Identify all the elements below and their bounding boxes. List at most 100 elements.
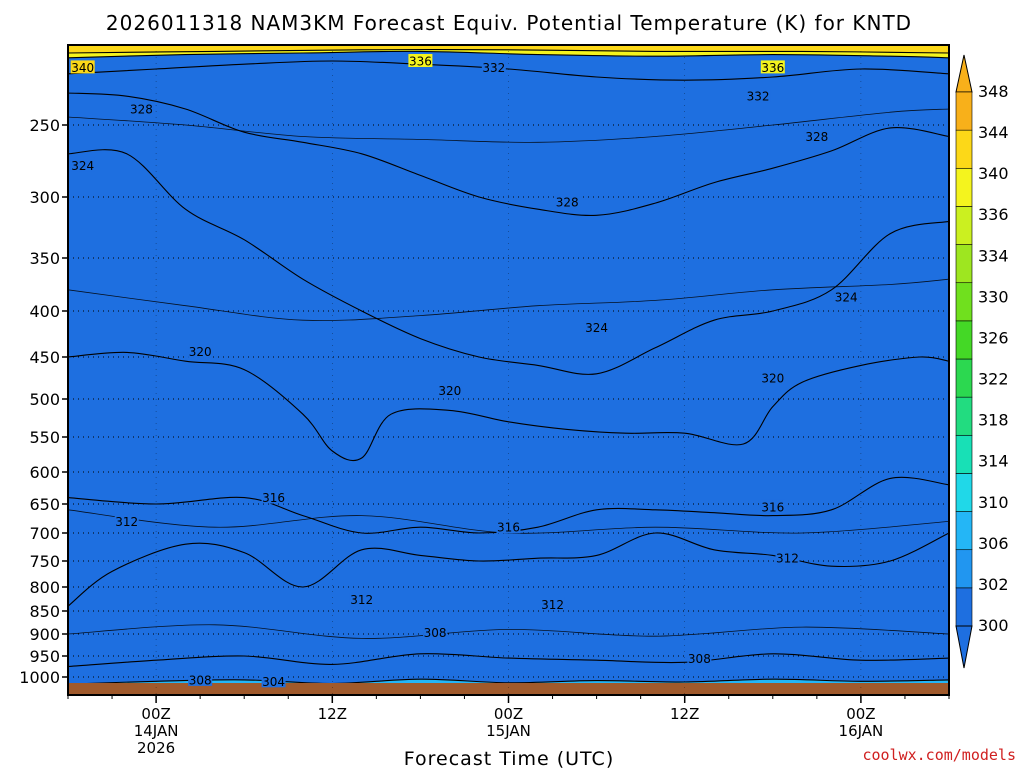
colorbar-swatch [955,129,973,169]
contour-label: 312 [541,598,564,612]
colorbar-swatch [955,244,973,284]
contour-328 [68,92,949,217]
contour-label: 308 [688,652,711,666]
colorbar-swatch [955,358,973,398]
y-tick-label: 800 [29,578,60,597]
contour-label: 324 [71,159,94,173]
contour-label-bg [584,320,609,334]
colorbar-swatch [955,549,973,589]
contour-label: 320 [438,384,461,398]
contour-308 [68,653,949,668]
contour-label: 312 [776,552,799,566]
contour-320 [68,351,949,462]
colorbar-swatch [955,320,973,360]
contour-label: 316 [497,521,520,535]
contour-340 [68,49,949,54]
y-tick-label: 250 [29,116,60,135]
contour-label-bg [261,674,286,688]
contour-label: 324 [585,321,608,335]
contour-extra-2 [68,278,949,322]
contour-label: 320 [761,372,784,386]
contour-label-bg [437,383,462,397]
colorbar-label: 306 [978,534,1009,553]
y-tick-label: 650 [29,495,60,514]
contour-label-bg [746,89,771,103]
x-tick-label: 15JAN [486,722,531,740]
contour-label-bg [687,651,712,665]
colorbar-swatch [955,396,973,436]
y-tick-label: 900 [29,625,60,644]
contour-label: 308 [424,626,447,640]
colorbar-swatch [955,434,973,474]
contour-label-bg [188,672,213,686]
colorbar-label: 300 [978,616,1009,635]
contour-label-bg [481,60,506,74]
colorbar-label: 310 [978,493,1009,512]
y-tick-label: 300 [29,188,60,207]
contour-312 [68,532,949,607]
contour-extra-3 [68,108,949,143]
contour-label-bg [70,158,95,172]
x-tick-label: 14JAN [134,722,179,740]
contour-label: 332 [747,90,770,104]
x-tick-label: 2026 [137,739,175,757]
colorbar-label: 318 [978,411,1009,430]
contour-label: 316 [761,500,784,514]
y-tick-label: 600 [29,463,60,482]
y-tick-label: 550 [29,428,60,447]
colorbar-swatch [955,206,973,245]
x-axis-label: Forecast Time (UTC) [404,748,614,768]
x-tick-label: 16JAN [839,722,884,740]
contour-label-bg [775,551,800,565]
colorbar-label: 344 [978,123,1009,142]
contour-label-bg [834,290,859,304]
contour-label: 324 [835,291,858,305]
chart-title: 2026011318 NAM3KM Forecast Equiv. Potent… [106,11,912,35]
y-tick-label: 450 [29,348,60,367]
contour-label: 304 [262,675,285,689]
colorbar-top-arrow [955,54,973,93]
contour-304 [68,678,949,685]
colorbar-swatch [955,511,973,551]
colorbar-label: 326 [978,328,1009,347]
colorbar-swatch [955,91,973,131]
colorbar-swatch [955,473,973,512]
contour-label: 312 [350,593,373,607]
contour-label-bg [760,60,785,74]
colorbar-swatch [955,587,973,627]
colorbar-label: 322 [978,370,1009,389]
y-tick-label: 950 [29,647,60,666]
colorbar-label: 336 [978,205,1009,224]
contour-label: 308 [189,673,212,687]
contour-label-bg [70,60,95,74]
contour-label-bg [349,592,374,606]
colorbar-label: 330 [978,287,1009,306]
contour-label-bg [804,129,829,143]
contour-label-bg [261,490,286,504]
x-tick-label: 12Z [670,705,699,723]
y-tick-label: 750 [29,552,60,571]
x-tick-label: 00Z [141,705,170,723]
colorbar: 300 302 306 310 314 318 322 326 330 334 336 340 344 3… [955,54,1009,669]
contour-label: 328 [556,195,579,209]
colorbar-label: 334 [978,246,1009,265]
contour-lines [68,49,949,685]
contour-label-bg [540,597,565,611]
y-tick-label: 700 [29,524,60,543]
y-axis: 250 300 350 400 450 500 550 600 650 700 750 800 850 9… [19,116,68,687]
contour-label: 336 [409,55,432,69]
contour-label: 316 [262,491,285,505]
y-tick-label: 850 [29,602,60,621]
colorbar-label: 340 [978,164,1009,183]
contour-label-bg [760,371,785,384]
colorbar-label: 314 [978,452,1009,471]
y-tick-label: 1000 [19,668,60,687]
colorbar-bottom-arrow [955,625,973,669]
contour-extra-1 [68,624,949,639]
contour-label-bg [408,54,433,67]
colorbar-swatch [955,167,973,207]
contour-label-bg [114,514,139,528]
colorbar-label: 348 [978,82,1009,101]
